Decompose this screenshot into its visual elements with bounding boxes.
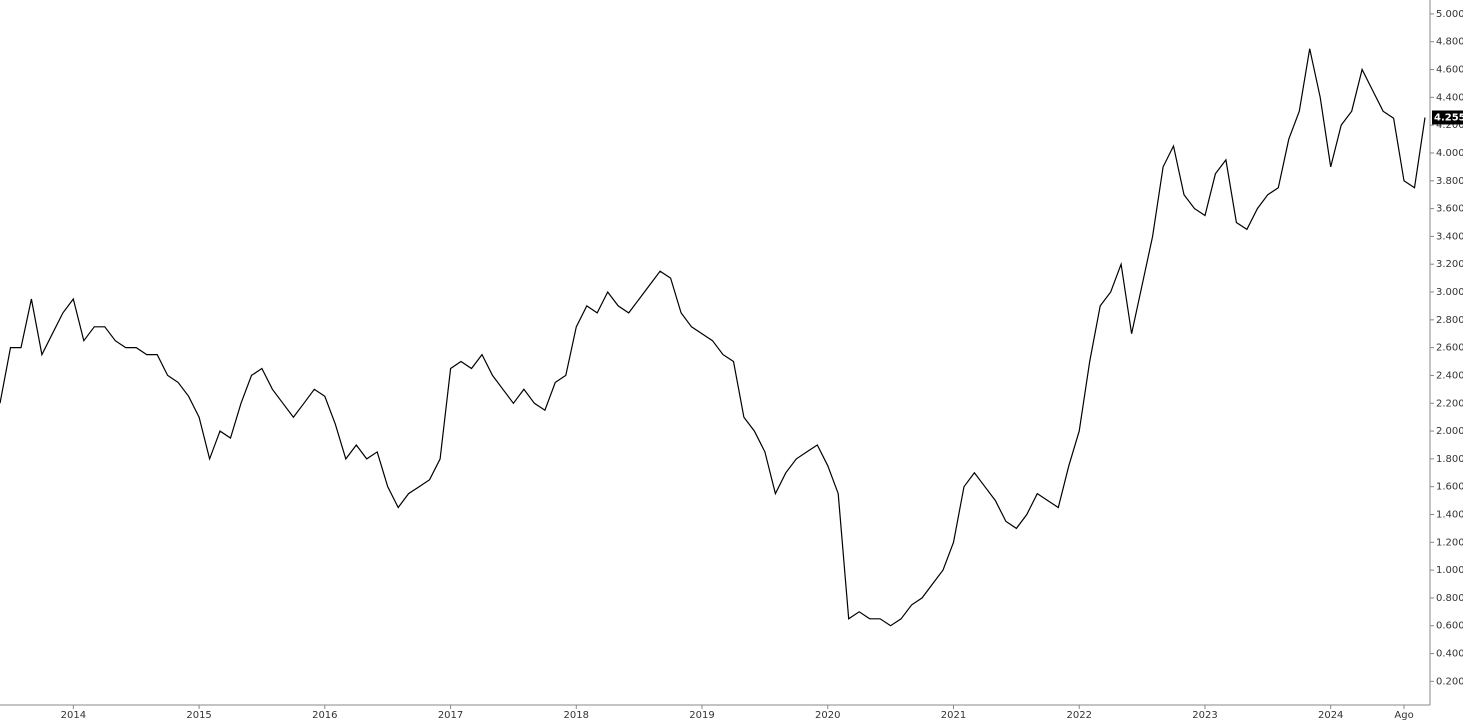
x-tick-label: 2017 <box>438 710 463 721</box>
y-tick-label: 0.400 <box>1436 649 1463 660</box>
y-tick-label: 2.800 <box>1436 315 1463 326</box>
y-tick-label: 1.800 <box>1436 454 1463 465</box>
y-tick-label: 0.600 <box>1436 621 1463 632</box>
y-tick-label: 3.400 <box>1436 231 1463 242</box>
x-tick-label: 2015 <box>186 710 211 721</box>
y-tick-label: 1.200 <box>1436 537 1463 548</box>
y-tick-label: 2.600 <box>1436 343 1463 354</box>
x-tick-label: 2018 <box>564 710 589 721</box>
y-tick-label: 5.000 <box>1436 9 1463 20</box>
y-tick-label: 3.200 <box>1436 259 1463 270</box>
price-line <box>0 48 1426 627</box>
y-tick-label: 0.200 <box>1436 676 1463 687</box>
x-tick-label: 2016 <box>312 710 337 721</box>
y-tick-label: 2.200 <box>1436 398 1463 409</box>
x-tick-label: 2014 <box>61 710 86 721</box>
x-tick-label: 2022 <box>1067 710 1092 721</box>
y-tick-label: 2.400 <box>1436 370 1463 381</box>
y-tick-label: 4.000 <box>1436 148 1463 159</box>
x-tick-label: 2020 <box>815 710 840 721</box>
x-tick-label: 2021 <box>941 710 966 721</box>
y-tick-label: 1.600 <box>1436 482 1463 493</box>
last-value-box <box>1432 110 1463 125</box>
y-tick-label: 1.400 <box>1436 509 1463 520</box>
y-tick-label: 3.000 <box>1436 287 1463 298</box>
y-tick-label: 4.200 <box>1436 120 1463 131</box>
y-tick-label: 4.400 <box>1436 92 1463 103</box>
x-tick-label: 2019 <box>689 710 714 721</box>
y-tick-label: 3.800 <box>1436 176 1463 187</box>
x-tick-label: Ago <box>1394 710 1413 721</box>
y-tick-label: 4.800 <box>1436 37 1463 48</box>
x-tick-label: 2023 <box>1192 710 1217 721</box>
y-tick-label: 3.600 <box>1436 204 1463 215</box>
y-tick-label: 2.000 <box>1436 426 1463 437</box>
y-tick-label: 1.000 <box>1436 565 1463 576</box>
y-tick-label: 0.800 <box>1436 593 1463 604</box>
x-tick-label: 2024 <box>1318 710 1343 721</box>
last-value-label: 4.255 <box>1434 113 1463 124</box>
y-tick-label: 4.600 <box>1436 65 1463 76</box>
